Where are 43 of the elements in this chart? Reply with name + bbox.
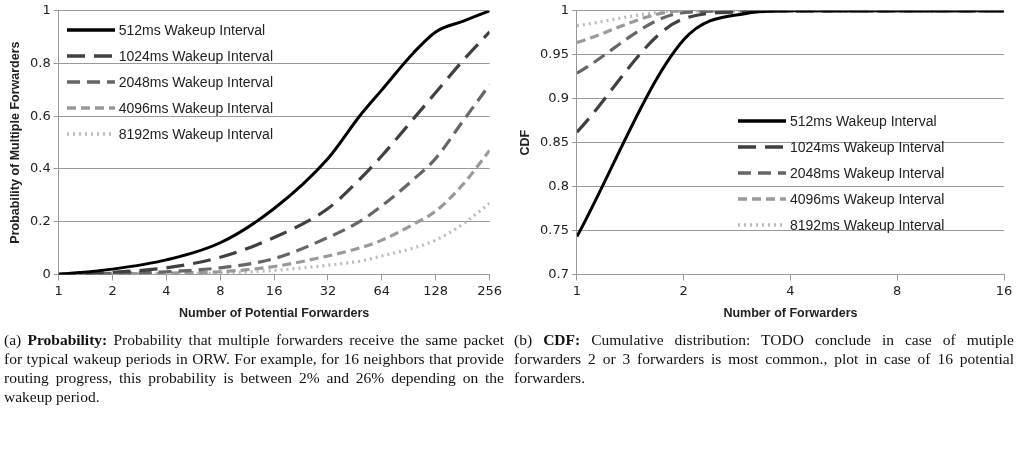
x-tick-label: 8 xyxy=(893,282,902,298)
y-tick-label: 0.2 xyxy=(29,213,51,229)
y-tick-label: 0.85 xyxy=(539,133,569,149)
x-tick-label: 16 xyxy=(995,282,1013,298)
x-tick-label: 1 xyxy=(54,282,63,298)
y-tick-label: 0.4 xyxy=(29,160,51,176)
y-tick-label: 0.8 xyxy=(548,177,569,193)
x-tick-label: 128 xyxy=(423,282,449,298)
x-axis-title: Number of Forwarders xyxy=(723,305,858,320)
legend-label: 4096ms Wakeup Interval xyxy=(118,99,274,116)
x-tick-label: 2 xyxy=(108,282,117,298)
y-tick-label: 0.7 xyxy=(548,265,569,281)
legend-label: 2048ms Wakeup Interval xyxy=(790,164,945,181)
legend-label: 512ms Wakeup Interval xyxy=(118,21,266,38)
legend-label: 2048ms Wakeup Interval xyxy=(118,73,274,90)
legend-label: 512ms Wakeup Interval xyxy=(790,112,937,129)
x-tick-label: 16 xyxy=(265,282,283,298)
y-tick-label: 0.8 xyxy=(29,54,51,70)
legend-label: 1024ms Wakeup Interval xyxy=(118,47,274,64)
y-tick-label: 0.75 xyxy=(539,221,569,237)
x-tick-label: 4 xyxy=(786,282,795,298)
legend-label: 8192ms Wakeup Interval xyxy=(790,216,945,233)
x-tick-label: 1 xyxy=(572,282,582,298)
x-tick-label: 256 xyxy=(477,282,503,298)
y-tick-label: 1 xyxy=(42,2,51,18)
y-axis-title: Probability of Multiple Forwarders xyxy=(7,41,22,244)
y-axis-title: CDF xyxy=(517,129,532,156)
y-tick-label: 0.95 xyxy=(539,46,569,62)
x-axis-title: Number of Potential Forwarders xyxy=(178,305,370,320)
legend-label: 4096ms Wakeup Interval xyxy=(790,190,945,207)
x-tick-label: 64 xyxy=(373,282,391,298)
x-tick-label: 4 xyxy=(162,282,171,298)
legend-label: 8192ms Wakeup Interval xyxy=(118,125,274,142)
text: (b) CDF: Cumulative distribution: TODO conclude in case of mutiple forwarders 2 or 3 forwarders is most common., plot in case of 16 potential forwarders. xyxy=(514,330,1014,387)
y-tick-label: 0 xyxy=(42,265,51,281)
x-tick-label: 32 xyxy=(319,282,337,298)
y-tick-label: 0.9 xyxy=(548,90,569,106)
x-tick-label: 2 xyxy=(679,282,688,298)
legend-label: 1024ms Wakeup Interval xyxy=(790,138,945,155)
x-tick-label: 8 xyxy=(216,282,225,298)
y-tick-label: 0.6 xyxy=(29,107,51,123)
y-tick-label: 1 xyxy=(560,2,569,18)
text: (a) Probability: Probability that multiple forwarders receive the same packet for typical wakeup periods in ORW. For example, for 16 neighbors that provide routing progress, this probability is between 2% and 26% depending on the wakeup period. xyxy=(4,330,504,406)
